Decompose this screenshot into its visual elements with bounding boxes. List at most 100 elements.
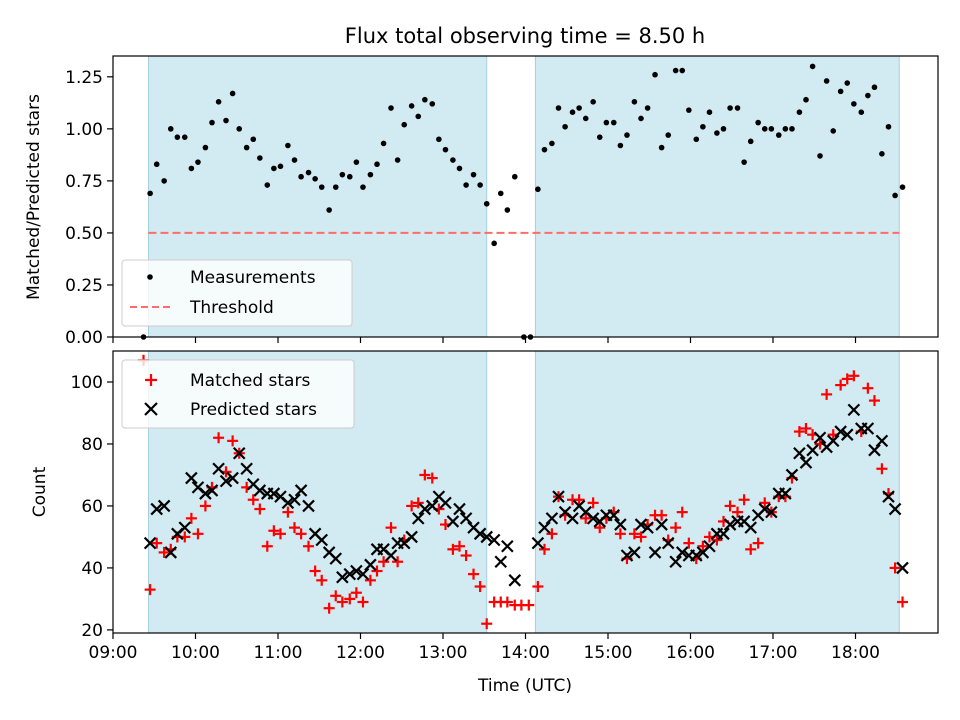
measurement-point [257,155,263,161]
predicted-star-point [178,521,192,534]
matched-star-point [670,522,682,534]
measurement-point [665,132,672,138]
predicted-star-point [356,567,370,581]
legend-predicted-marker [144,402,158,416]
matched-star-point [732,506,744,518]
matched-star-point [454,540,465,552]
measurement-point [844,80,851,86]
ratio-panel: 0.00 0.25 0.50 0.75 1.00 1.25 Matched/Predict… [24,55,939,348]
predicted-star-point [350,564,363,578]
matched-star-point [523,599,535,611]
measurement-point [871,84,878,91]
predicted-star-point [552,490,565,503]
predicted-star-point [723,518,737,531]
matched-star-point [295,528,307,540]
ratio-y-tick-label: 0.50 [65,224,103,244]
matched-star-point [711,534,723,546]
measurement-point [809,63,816,70]
measurement-point [590,98,596,105]
matched-star-point [344,593,356,605]
predicted-star-point [614,518,627,531]
predicted-star-point [840,428,854,441]
matched-star-point [697,540,709,552]
measurement-point [332,184,339,190]
predicted-star-point [799,456,813,469]
x-tick-label: 17:00 [749,643,798,663]
matched-star-point [468,568,480,580]
predicted-star-point [343,567,357,581]
measurement-point [346,173,353,180]
measurement-point [775,132,782,138]
legend-threshold-label: Threshold [189,298,274,318]
predicted-star-point [185,471,198,485]
predicted-star-point [315,533,329,547]
measurement-point [823,78,830,84]
ratio-observing-window [534,55,900,338]
x-tick-label: 11:00 [254,643,303,663]
predicted-star-point [267,487,281,500]
predicted-star-point [744,521,758,534]
measurement-point [167,126,174,132]
matched-star-point [868,395,880,407]
measurement-point [456,165,463,172]
matched-star-point [371,565,383,577]
predicted-star-point [703,539,716,553]
matched-star-point [876,463,888,475]
measurement-point [339,171,346,178]
predicted-star-point [806,443,819,457]
predicted-star-point [473,527,487,541]
matched-star-point [316,574,328,586]
matched-star-point [406,500,418,512]
predicted-star-point [793,446,806,460]
measurement-point [422,96,428,103]
x-tick-label: 14:00 [501,643,550,663]
measurement-point [782,126,789,132]
predicted-star-point [675,546,689,559]
matched-star-point [628,528,640,540]
measurement-point [817,153,823,159]
measurement-point [483,200,490,207]
predicted-star-point [164,546,178,559]
predicted-star-point [648,546,662,559]
predicted-star-point [288,493,301,507]
measurement-point [195,159,201,165]
predicted-star-point [531,536,545,550]
matched-star-point [282,506,294,518]
measurement-point [562,123,568,130]
predicted-star-point [501,539,514,553]
matched-star-point [357,596,369,608]
measurement-point [181,134,188,140]
predicted-star-point [480,530,494,544]
count-y-tick-label: 60 [81,497,103,517]
predicted-star-point [150,502,164,516]
x-tick-label: 09:00 [89,643,138,663]
matched-star-point [254,503,266,515]
matched-star-point [889,562,901,574]
measurement-point [720,126,727,132]
matched-star-point [614,528,626,540]
predicted-star-point [888,502,902,516]
measurement-point [768,126,775,132]
matched-star-point [303,540,315,552]
predicted-star-point [302,499,315,513]
matched-star-point [862,382,874,394]
measurement-point [504,207,511,213]
matched-star-point [336,596,348,608]
measurement-point [638,115,644,122]
matched-star-point [378,556,390,568]
predicted-star-point [508,574,522,587]
x-tick-label: 15:00 [584,643,633,663]
predicted-star-point [669,555,682,569]
matched-star-point [546,528,558,540]
measurement-point [865,92,871,99]
measurement-point [555,105,562,111]
predicted-star-point [281,496,295,510]
measurement-point [243,144,250,151]
matched-star-point [350,587,362,599]
legend-measurements-label: Measurements [190,268,316,288]
measurement-point [617,142,624,149]
predicted-star-point [545,512,559,525]
measurement-point [429,101,436,107]
ratio-y-tick-label: 1.00 [65,120,103,140]
matched-star-point [199,500,211,512]
